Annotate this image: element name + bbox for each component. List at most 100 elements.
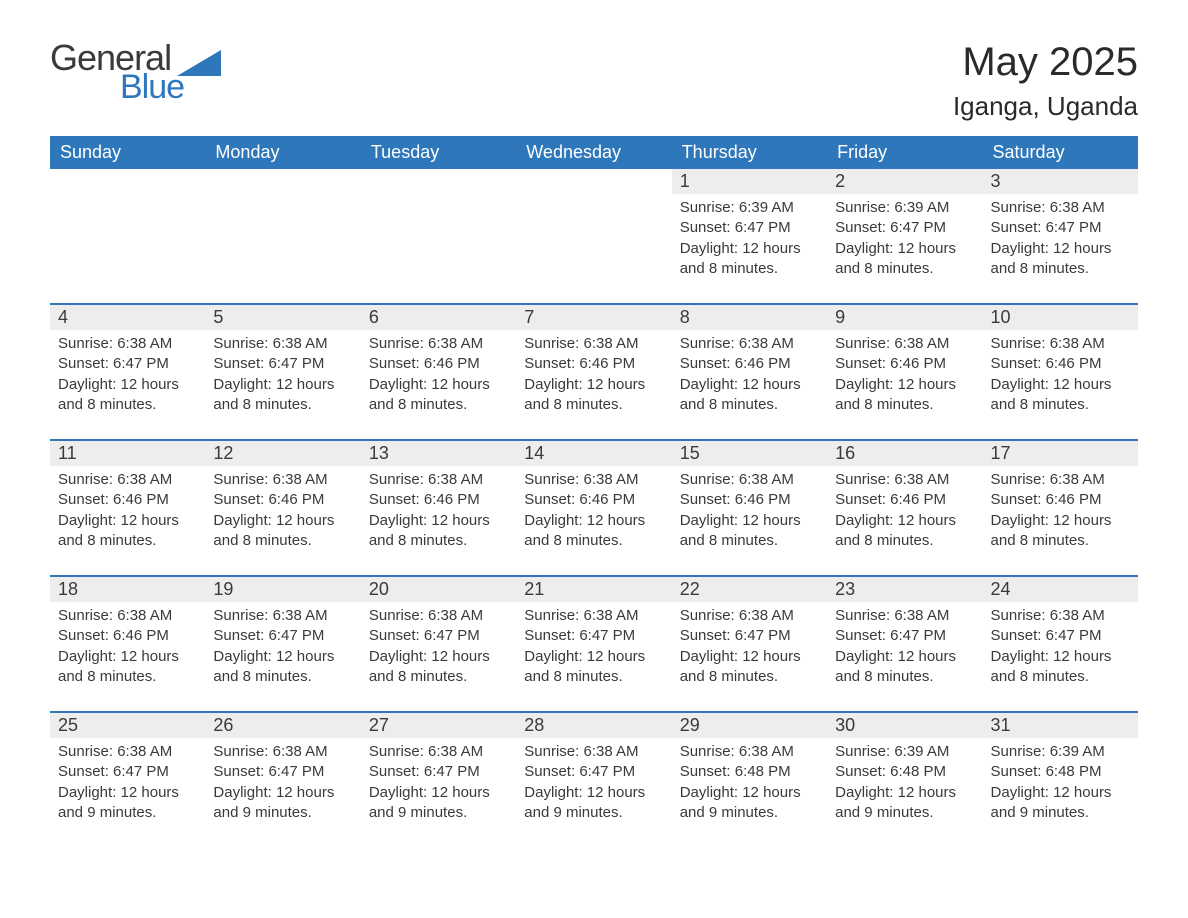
daylight-label: Daylight: xyxy=(835,512,898,529)
sunset-value: 6:47 PM xyxy=(424,627,480,644)
daylight-line: Daylight: 12 hours and 9 minutes. xyxy=(835,783,974,824)
sunrise-value: 6:38 AM xyxy=(273,743,328,760)
sunrise-line: Sunrise: 6:38 AM xyxy=(524,334,663,354)
day-number: 14 xyxy=(516,441,671,466)
sunset-line: Sunset: 6:47 PM xyxy=(835,626,974,646)
day-number: 8 xyxy=(672,305,827,330)
daylight-line: Daylight: 12 hours and 8 minutes. xyxy=(58,375,197,416)
day-body: Sunrise: 6:39 AMSunset: 6:47 PMDaylight:… xyxy=(827,194,982,303)
day-body: Sunrise: 6:38 AMSunset: 6:46 PMDaylight:… xyxy=(516,466,671,575)
day-cell: 18Sunrise: 6:38 AMSunset: 6:46 PMDayligh… xyxy=(50,576,205,712)
sunset-value: 6:47 PM xyxy=(1046,627,1102,644)
sunrise-label: Sunrise: xyxy=(58,471,117,488)
sunset-label: Sunset: xyxy=(680,355,735,372)
day-body: Sunrise: 6:38 AMSunset: 6:47 PMDaylight:… xyxy=(205,738,360,847)
day-body: Sunrise: 6:38 AMSunset: 6:46 PMDaylight:… xyxy=(361,466,516,575)
sunrise-label: Sunrise: xyxy=(369,471,428,488)
sunset-value: 6:46 PM xyxy=(735,491,791,508)
sunset-value: 6:46 PM xyxy=(113,627,169,644)
daylight-line: Daylight: 12 hours and 8 minutes. xyxy=(835,647,974,688)
sunset-label: Sunset: xyxy=(680,219,735,236)
day-number: 16 xyxy=(827,441,982,466)
sunrise-line: Sunrise: 6:38 AM xyxy=(213,606,352,626)
sunset-label: Sunset: xyxy=(991,491,1046,508)
weekday-header: Tuesday xyxy=(361,136,516,169)
day-body: Sunrise: 6:38 AMSunset: 6:46 PMDaylight:… xyxy=(827,466,982,575)
day-number: 5 xyxy=(205,305,360,330)
daylight-label: Daylight: xyxy=(991,648,1054,665)
day-number: 26 xyxy=(205,713,360,738)
sunset-label: Sunset: xyxy=(835,355,890,372)
sunset-line: Sunset: 6:47 PM xyxy=(680,626,819,646)
sunrise-line: Sunrise: 6:38 AM xyxy=(991,198,1130,218)
sunset-value: 6:47 PM xyxy=(735,627,791,644)
sunrise-label: Sunrise: xyxy=(369,607,428,624)
day-cell: 22Sunrise: 6:38 AMSunset: 6:47 PMDayligh… xyxy=(672,576,827,712)
sunrise-label: Sunrise: xyxy=(680,335,739,352)
sunset-line: Sunset: 6:46 PM xyxy=(369,354,508,374)
sunset-line: Sunset: 6:46 PM xyxy=(991,354,1130,374)
day-number: 17 xyxy=(983,441,1138,466)
sunset-line: Sunset: 6:47 PM xyxy=(58,762,197,782)
day-cell: 12Sunrise: 6:38 AMSunset: 6:46 PMDayligh… xyxy=(205,440,360,576)
sunrise-label: Sunrise: xyxy=(524,607,583,624)
sunrise-value: 6:38 AM xyxy=(739,743,794,760)
day-number: 23 xyxy=(827,577,982,602)
sunrise-line: Sunrise: 6:38 AM xyxy=(835,334,974,354)
sunset-label: Sunset: xyxy=(835,627,890,644)
sunset-value: 6:46 PM xyxy=(890,355,946,372)
day-cell: 15Sunrise: 6:38 AMSunset: 6:46 PMDayligh… xyxy=(672,440,827,576)
day-body: Sunrise: 6:38 AMSunset: 6:46 PMDaylight:… xyxy=(50,602,205,711)
sunset-line: Sunset: 6:46 PM xyxy=(991,490,1130,510)
day-cell: 28Sunrise: 6:38 AMSunset: 6:47 PMDayligh… xyxy=(516,712,671,847)
sunset-value: 6:46 PM xyxy=(424,491,480,508)
day-cell: 4Sunrise: 6:38 AMSunset: 6:47 PMDaylight… xyxy=(50,304,205,440)
sunrise-value: 6:39 AM xyxy=(1050,743,1105,760)
sunset-value: 6:46 PM xyxy=(579,355,635,372)
sunrise-value: 6:38 AM xyxy=(428,743,483,760)
daylight-line: Daylight: 12 hours and 8 minutes. xyxy=(369,511,508,552)
daylight-line: Daylight: 12 hours and 8 minutes. xyxy=(369,375,508,416)
sunset-value: 6:47 PM xyxy=(268,355,324,372)
sunset-label: Sunset: xyxy=(524,627,579,644)
daylight-label: Daylight: xyxy=(835,376,898,393)
sunrise-line: Sunrise: 6:38 AM xyxy=(991,470,1130,490)
sunset-value: 6:48 PM xyxy=(735,763,791,780)
day-cell: 31Sunrise: 6:39 AMSunset: 6:48 PMDayligh… xyxy=(983,712,1138,847)
sunrise-value: 6:38 AM xyxy=(739,607,794,624)
daylight-label: Daylight: xyxy=(524,376,587,393)
sunset-label: Sunset: xyxy=(524,491,579,508)
sunset-value: 6:46 PM xyxy=(113,491,169,508)
day-cell: 3Sunrise: 6:38 AMSunset: 6:47 PMDaylight… xyxy=(983,169,1138,304)
sunrise-value: 6:38 AM xyxy=(894,471,949,488)
day-body: Sunrise: 6:38 AMSunset: 6:47 PMDaylight:… xyxy=(205,330,360,439)
day-number: 12 xyxy=(205,441,360,466)
empty-cell xyxy=(205,169,360,304)
daylight-line: Daylight: 12 hours and 8 minutes. xyxy=(991,511,1130,552)
weekday-header: Saturday xyxy=(983,136,1138,169)
sunset-line: Sunset: 6:46 PM xyxy=(835,490,974,510)
sunrise-value: 6:38 AM xyxy=(428,471,483,488)
daylight-line: Daylight: 12 hours and 8 minutes. xyxy=(369,647,508,688)
day-number: 9 xyxy=(827,305,982,330)
sunset-line: Sunset: 6:47 PM xyxy=(213,354,352,374)
sunrise-label: Sunrise: xyxy=(680,471,739,488)
day-body: Sunrise: 6:38 AMSunset: 6:46 PM Daylight:… xyxy=(827,330,982,439)
sunset-value: 6:47 PM xyxy=(268,763,324,780)
sunset-label: Sunset: xyxy=(991,627,1046,644)
day-cell: 23Sunrise: 6:38 AMSunset: 6:47 PMDayligh… xyxy=(827,576,982,712)
sunrise-label: Sunrise: xyxy=(213,471,272,488)
sunset-line: Sunset: 6:47 PM xyxy=(524,762,663,782)
day-body: Sunrise: 6:38 AMSunset: 6:47 PMDaylight:… xyxy=(516,738,671,847)
daylight-line: Daylight: 12 hours and 9 minutes. xyxy=(680,783,819,824)
day-cell: 21Sunrise: 6:38 AMSunset: 6:47 PMDayligh… xyxy=(516,576,671,712)
day-body: Sunrise: 6:38 AMSunset: 6:47 PMDaylight:… xyxy=(205,602,360,711)
daylight-line: Daylight: 12 hours and 8 minutes. xyxy=(524,375,663,416)
sunrise-label: Sunrise: xyxy=(524,335,583,352)
sunset-line: Sunset: 6:47 PM xyxy=(369,762,508,782)
day-number: 11 xyxy=(50,441,205,466)
day-number: 24 xyxy=(983,577,1138,602)
weekday-header: Wednesday xyxy=(516,136,671,169)
daylight-label: Daylight: xyxy=(835,240,898,257)
day-number: 7 xyxy=(516,305,671,330)
